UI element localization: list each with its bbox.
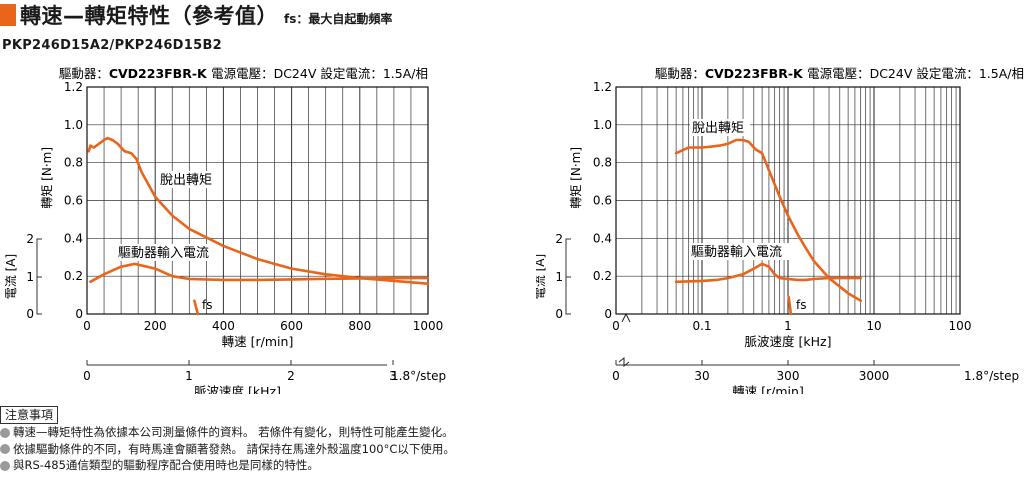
title-accent-square: [0, 4, 16, 26]
x-axis-title: 轉速 [r/min]: [222, 334, 294, 349]
y-tick-label: 0.8: [593, 156, 612, 170]
y-tick-label: 0: [75, 307, 83, 321]
page-subtitle: fs：最大自起動頻率: [284, 11, 393, 26]
x-tick-label: 1000: [413, 319, 444, 333]
chart-linear: 驅動器：CVD223FBR-K 電源電壓：DC24V 設定電流：1.5A/相00…: [4, 66, 446, 394]
plot-frame: [615, 86, 961, 315]
secondary-x-tick-label: 0: [612, 369, 620, 383]
x-tick-label: 400: [212, 319, 235, 333]
x-tick-label: 10: [866, 319, 881, 333]
series-label-current: 驅動器輸入電流: [118, 246, 209, 261]
x-tick-label: 0.1: [692, 319, 711, 333]
label-background: [158, 171, 218, 188]
note-text: 轉速—轉矩特性為依據本公司測量條件的資料。 若條件有變化，則特性可能產生變化。: [13, 425, 454, 439]
title-row: 轉速—轉矩特性（參考值） fs：最大自起動頻率: [0, 0, 392, 30]
series-label-current: 驅動器輸入電流: [691, 245, 782, 260]
y-tick-label: 0.6: [64, 194, 83, 208]
label-background: [116, 244, 216, 261]
notes-section: 注意事項 轉速—轉矩特性為依據本公司測量條件的資料。 若條件有變化，則特性可能產…: [0, 404, 455, 474]
current-tick-label: 0: [26, 307, 34, 321]
bullet-icon: [0, 460, 10, 471]
current-tick-label: 2: [555, 232, 563, 246]
label-background: [690, 119, 750, 136]
pullout-torque-curve: [674, 138, 863, 303]
series-label-fs: fs: [796, 298, 806, 312]
x-axis-title: 脈波速度 [kHz]: [745, 334, 832, 349]
secondary-x-tick-label: 300: [777, 369, 800, 383]
input-current-curve: [674, 262, 863, 284]
y-tick-label: 1.0: [593, 118, 612, 132]
secondary-x-tick-label: 1: [185, 369, 193, 383]
label-background: [689, 243, 789, 260]
chart-header: 驅動器：CVD223FBR-K 電源電壓：DC24V 設定電流：1.5A/相: [655, 66, 1024, 81]
note-item: 依據驅動條件的不同，有時馬達會顯著發熱。 請保持在馬達外殼溫度100°C以下使用…: [0, 442, 455, 458]
current-tick-label: 1: [26, 270, 34, 284]
bullet-icon: [0, 444, 10, 455]
y-tick-label: 0.4: [593, 231, 612, 245]
note-text: 與RS-485通信類型的驅動程序配合使用時也是同樣的特性。: [13, 458, 319, 472]
secondary-x-unit: 1.8°/step: [391, 369, 446, 383]
secondary-x-tick-label: 3: [389, 369, 397, 383]
current-tick-label: 0: [555, 307, 563, 321]
fs-marker-line: [193, 299, 200, 316]
series-label-fs: fs: [202, 298, 212, 312]
y-tick-label: 0: [604, 307, 612, 321]
y-axis-title: 轉矩 [N·m]: [40, 147, 54, 209]
current-axis-title: 電流 [A]: [4, 254, 18, 299]
secondary-x-tick-label: 2: [287, 369, 295, 383]
current-tick-label: 2: [26, 232, 34, 246]
axis-break-icon: [618, 356, 630, 368]
x-tick-label: 100: [949, 319, 972, 333]
x-tick-label: 800: [348, 319, 371, 333]
y-axis-title: 轉矩 [N·m]: [569, 147, 583, 209]
note-text: 依據驅動條件的不同，有時馬達會顯著發熱。 請保持在馬達外殼溫度100°C以下使用…: [13, 441, 455, 456]
pullout-torque-curve: [87, 136, 430, 285]
y-tick-label: 1.2: [593, 80, 612, 94]
input-current-curve: [89, 262, 430, 284]
x-tick-label: 200: [144, 319, 167, 333]
x-tick-label: 0: [83, 319, 91, 333]
current-tick-label: 1: [555, 270, 563, 284]
secondary-x-axis-title: 脈波速度 [kHz]: [194, 384, 281, 394]
bullet-icon: [0, 427, 10, 438]
y-tick-label: 0.2: [593, 269, 612, 283]
series-label-torque: 脫出轉矩: [160, 173, 212, 188]
page-title: 轉速—轉矩特性（參考值）: [20, 4, 278, 28]
series-label-torque: 脫出轉矩: [692, 121, 744, 136]
y-tick-label: 1.2: [64, 80, 83, 94]
secondary-x-unit: 1.8°/step: [964, 369, 1019, 383]
secondary-x-tick-label: 30: [694, 369, 709, 383]
y-tick-label: 0.2: [64, 269, 83, 283]
current-axis-title: 電流 [A]: [536, 254, 547, 299]
y-tick-label: 1.0: [64, 118, 83, 132]
note-item: 與RS-485通信類型的驅動程序配合使用時也是同樣的特性。: [0, 458, 455, 474]
x-tick-label: 1: [784, 319, 792, 333]
chart-log: 驅動器：CVD223FBR-K 電源電壓：DC24V 設定電流：1.5A/相00…: [536, 66, 1024, 394]
fs-marker-line: [787, 295, 793, 316]
y-tick-label: 0.4: [64, 231, 83, 245]
plot-frame: [86, 86, 429, 315]
notes-title: 注意事項: [0, 406, 59, 424]
secondary-x-tick-label: 3000: [859, 369, 890, 383]
y-tick-label: 0.8: [64, 156, 83, 170]
secondary-x-axis-title: 轉速 [r/min]: [732, 384, 804, 394]
model-number: PKP246D15A2/PKP246D15B2: [2, 38, 223, 53]
y-tick-label: 0.6: [593, 194, 612, 208]
chart-header: 驅動器：CVD223FBR-K 電源電壓：DC24V 設定電流：1.5A/相: [59, 66, 428, 81]
x-tick-label: 0: [612, 319, 620, 333]
axis-break-icon: [621, 312, 631, 323]
note-item: 轉速—轉矩特性為依據本公司測量條件的資料。 若條件有變化，則特性可能產生變化。: [0, 425, 455, 441]
secondary-x-tick-label: 0: [83, 369, 91, 383]
x-tick-label: 600: [280, 319, 303, 333]
